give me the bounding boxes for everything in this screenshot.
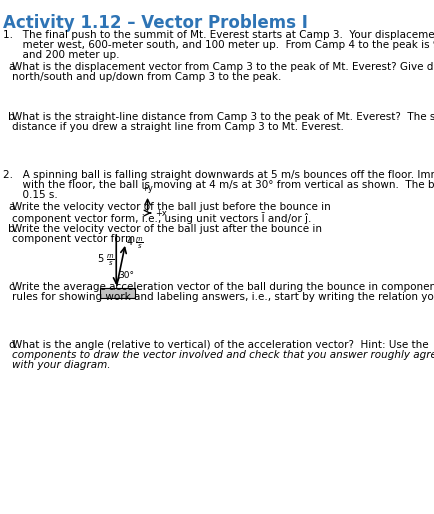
Text: d.: d.: [8, 340, 18, 350]
Text: component vector form, i.e., using unit vectors Ī and/or ĵ.: component vector form, i.e., using unit …: [12, 212, 311, 224]
Text: Write the velocity vector of the ball just after the bounce in: Write the velocity vector of the ball ju…: [12, 224, 322, 234]
Text: +x: +x: [155, 209, 166, 217]
Text: +y: +y: [141, 184, 153, 193]
Text: 2.   A spinning ball is falling straight downwards at 5 m/s bounces off the floo: 2. A spinning ball is falling straight d…: [3, 170, 434, 180]
Text: with the floor, the ball is moving at 4 m/s at 30° from vertical as shown.  The : with the floor, the ball is moving at 4 …: [3, 180, 434, 190]
Text: 0.15 s.: 0.15 s.: [3, 190, 57, 200]
Text: b.: b.: [8, 112, 18, 122]
Text: What is the angle (relative to vertical) of the acceleration vector?  Hint: Use : What is the angle (relative to vertical)…: [12, 340, 428, 350]
Text: meter west, 600-meter south, and 100 meter up.  From Camp 4 to the peak is 900-m: meter west, 600-meter south, and 100 met…: [3, 40, 434, 50]
Text: b.: b.: [8, 224, 18, 234]
Bar: [100, 288, 135, 298]
Text: distance if you drew a straight line from Camp 3 to Mt. Everest.: distance if you drew a straight line fro…: [12, 122, 343, 132]
Text: component vector form.: component vector form.: [12, 234, 138, 244]
Text: components to draw the vector involved and check that you answer roughly agrees: components to draw the vector involved a…: [12, 350, 434, 360]
Text: c.: c.: [8, 282, 17, 292]
Text: 30°: 30°: [118, 270, 134, 280]
Text: a.: a.: [8, 62, 18, 72]
Text: and 200 meter up.: and 200 meter up.: [3, 50, 119, 60]
Text: 5 $\frac{m}{s}$: 5 $\frac{m}{s}$: [97, 252, 115, 268]
Text: rules for showing work and labeling answers, i.e., start by writing the relation: rules for showing work and labeling answ…: [12, 292, 434, 302]
Text: Write the velocity vector of the ball just before the bounce in: Write the velocity vector of the ball ju…: [12, 202, 330, 212]
Text: What is the displacement vector from Camp 3 to the peak of Mt. Everest? Give dis: What is the displacement vector from Cam…: [12, 62, 434, 72]
Text: a.: a.: [8, 202, 18, 212]
Text: 4 $\frac{m}{s}$: 4 $\frac{m}{s}$: [126, 235, 144, 251]
Text: Write the average acceleration vector of the ball during the bounce in component: Write the average acceleration vector of…: [12, 282, 434, 292]
Text: north/south and up/down from Camp 3 to the peak.: north/south and up/down from Camp 3 to t…: [12, 72, 281, 82]
Text: What is the straight-line distance from Camp 3 to the peak of Mt. Everest?  The : What is the straight-line distance from …: [12, 112, 434, 122]
Text: 1.   The final push to the summit of Mt. Everest starts at Camp 3.  Your displac: 1. The final push to the summit of Mt. E…: [3, 30, 434, 40]
Text: with your diagram.: with your diagram.: [12, 360, 111, 370]
Text: Activity 1.12 – Vector Problems I: Activity 1.12 – Vector Problems I: [3, 14, 307, 32]
